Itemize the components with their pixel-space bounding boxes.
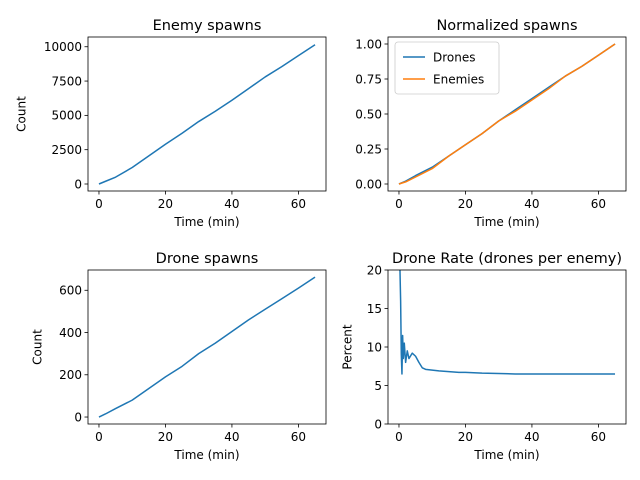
chart-panel-4: 0 20 40 60 0 5 10 15 20 Drone Rate (drones per en… <box>341 251 627 462</box>
x-tick-label: 40 <box>524 197 539 211</box>
y-tick-label: 10 <box>367 340 382 354</box>
y-axis-label: Percent <box>341 324 355 369</box>
y-axis-label: Count <box>15 96 29 132</box>
y-tick-label: 5 <box>374 379 382 393</box>
x-axis-label: Time (min) <box>473 215 539 229</box>
series-line-1 <box>98 276 316 418</box>
chart-title: Enemy spawns <box>153 18 262 34</box>
x-tick-label: 40 <box>224 430 239 444</box>
axes-frame <box>87 36 327 192</box>
y-tick-label: 1.00 <box>355 37 382 51</box>
y-tick-label: 0 <box>374 417 382 431</box>
x-tick-label: 40 <box>224 197 239 211</box>
y-tick-label: 20 <box>367 263 382 277</box>
x-tick-label: 60 <box>291 197 306 211</box>
series-line-1 <box>98 44 316 185</box>
y-tick-label: 2500 <box>51 143 82 157</box>
y-tick-label: 400 <box>59 326 82 340</box>
x-tick-label: 20 <box>158 430 173 444</box>
y-tick-label: 5000 <box>51 109 82 123</box>
legend-box <box>394 41 500 95</box>
chart-title: Normalized spawns <box>436 18 577 34</box>
legend-entry-label: Drones <box>433 50 476 64</box>
y-tick-label: 0 <box>74 177 82 191</box>
y-tick-label: 15 <box>367 302 382 316</box>
legend-entry-label: Enemies <box>433 72 484 86</box>
y-tick-label: 0.50 <box>355 107 382 121</box>
x-tick-label: 20 <box>458 430 473 444</box>
y-tick-label: 10000 <box>44 40 82 54</box>
legend: Drones Enemies <box>394 41 500 95</box>
x-tick-label: 20 <box>458 197 473 211</box>
x-axis-label: Time (min) <box>173 215 239 229</box>
series-line-enemies <box>398 43 616 185</box>
x-tick-label: 60 <box>591 430 606 444</box>
chart-panel-2: 0 20 40 60 0.00 0.25 0.50 0.75 1.00 Normalized sp… <box>355 18 627 229</box>
y-tick-label: 600 <box>59 284 82 298</box>
x-axis-label: Time (min) <box>173 448 239 462</box>
x-tick-label: 60 <box>591 197 606 211</box>
chart-panel-1: 0 20 40 60 0 2500 5000 7500 10000 Enemy spawns Tim… <box>15 18 327 229</box>
x-tick-label: 20 <box>158 197 173 211</box>
x-tick-label: 0 <box>395 430 403 444</box>
y-tick-label: 200 <box>59 368 82 382</box>
chart-title: Drone Rate (drones per enemy) <box>392 251 622 267</box>
x-tick-label: 0 <box>95 430 103 444</box>
axes-frame <box>387 269 627 425</box>
y-tick-label: 0 <box>74 410 82 424</box>
axes-frame <box>87 269 327 425</box>
y-tick-label: 0.75 <box>355 72 382 86</box>
y-tick-label: 0.25 <box>355 142 382 156</box>
x-tick-label: 0 <box>395 197 403 211</box>
x-axis-label: Time (min) <box>473 448 539 462</box>
y-axis-label: Count <box>31 329 45 365</box>
y-tick-label: 7500 <box>51 74 82 88</box>
chart-title: Drone spawns <box>156 251 259 267</box>
x-tick-label: 40 <box>524 430 539 444</box>
x-tick-label: 60 <box>291 430 306 444</box>
x-tick-label: 0 <box>95 197 103 211</box>
y-tick-label: 0.00 <box>355 177 382 191</box>
series-line-1 <box>399 270 616 375</box>
